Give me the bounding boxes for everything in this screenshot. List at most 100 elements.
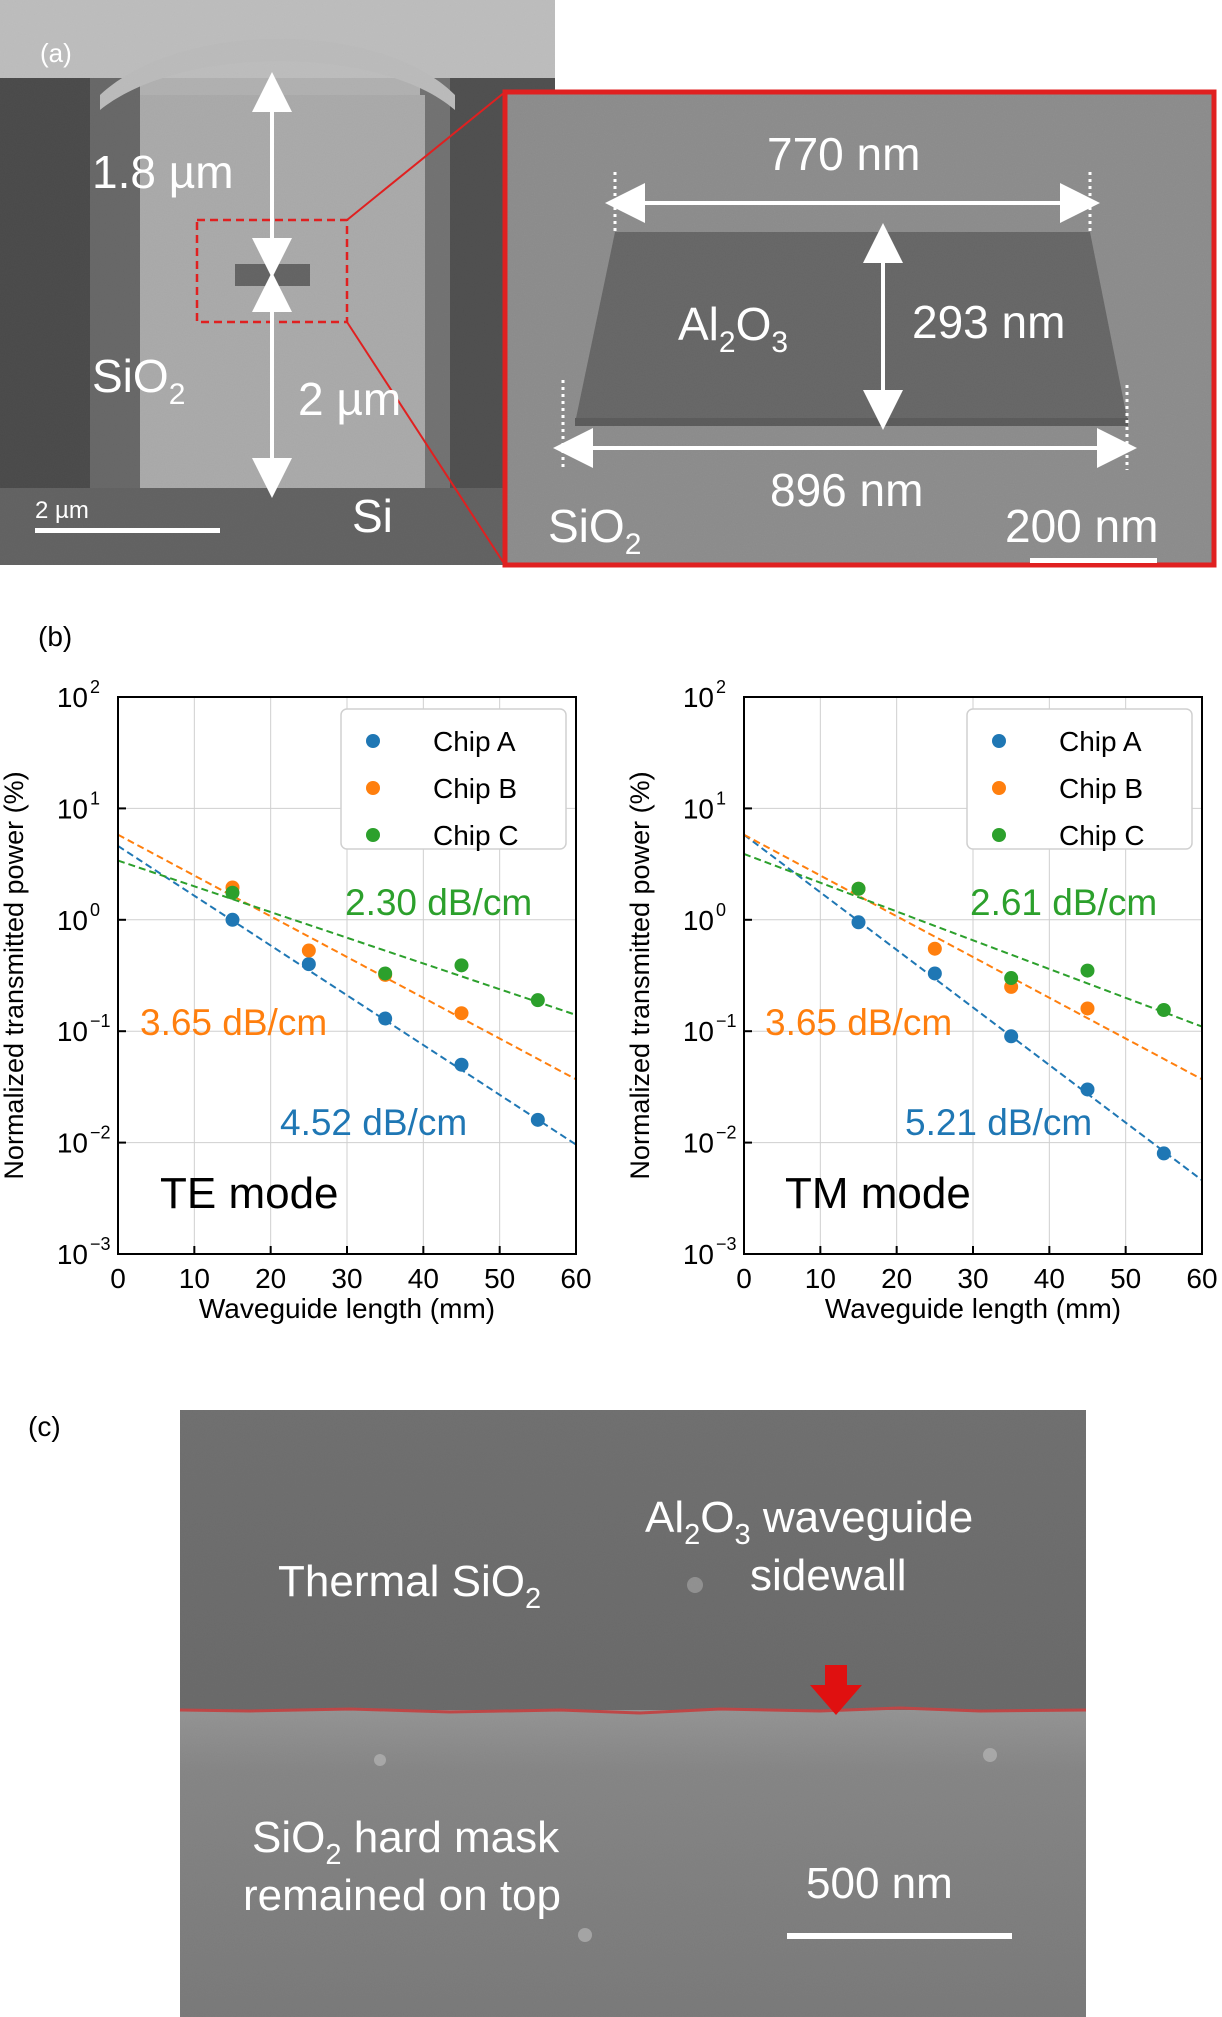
overview-sem-image <box>0 0 555 566</box>
zoom-connector-top <box>346 91 506 221</box>
scale-bar-c <box>787 1933 1012 1939</box>
fit-slope-label: 3.65 dB/cm <box>765 1002 952 1043</box>
scale-bar-zoom <box>1030 558 1157 563</box>
bottom-width-label: 896 nm <box>770 464 923 516</box>
hard-mask-label-1: SiO2 hard mask <box>252 1813 560 1871</box>
dim-top-label: 1.8 µm <box>92 146 234 198</box>
x-tick-label: 60 <box>560 1263 591 1294</box>
y-tick-exponent: −2 <box>90 1123 111 1143</box>
data-point-chip-b <box>927 941 942 956</box>
y-axis-label: Normalized transmitted power (%) <box>625 771 655 1179</box>
y-tick-exponent: −3 <box>716 1234 737 1254</box>
y-tick-label: 10 <box>57 682 88 713</box>
substrate-label: Si <box>352 490 393 542</box>
data-point-chip-a <box>378 1011 393 1026</box>
scale-label-c: 500 nm <box>806 1859 953 1908</box>
data-point-chip-a <box>1156 1146 1171 1161</box>
y-tick-exponent: −1 <box>90 1011 111 1031</box>
y-tick-label: 10 <box>57 793 88 824</box>
top-width-label: 770 nm <box>767 128 920 180</box>
cladding-label-overview: SiO2 <box>92 350 185 411</box>
legend-label: Chip B <box>433 773 517 804</box>
x-axis-label: Waveguide length (mm) <box>825 1293 1121 1324</box>
legend-label: Chip C <box>1059 820 1145 851</box>
x-tick-label: 50 <box>484 1263 515 1294</box>
x-tick-label: 0 <box>110 1263 126 1294</box>
y-tick-label: 10 <box>57 905 88 936</box>
legend-label: Chip A <box>1059 726 1142 757</box>
data-point-chip-a <box>225 912 240 927</box>
data-point-chip-c <box>378 966 393 981</box>
x-tick-label: 60 <box>1186 1263 1217 1294</box>
x-tick-label: 10 <box>179 1263 210 1294</box>
y-tick-label: 10 <box>683 1016 714 1047</box>
height-label: 293 nm <box>912 296 1065 348</box>
hard-mask-label-2: remained on top <box>243 1871 561 1920</box>
y-tick-exponent: −3 <box>90 1234 111 1254</box>
scale-bar-overview <box>35 528 220 533</box>
legend-label: Chip C <box>433 820 519 851</box>
data-point-chip-c <box>225 885 240 900</box>
cladding-label-zoom: SiO2 <box>548 500 641 561</box>
x-tick-label: 50 <box>1110 1263 1141 1294</box>
y-tick-label: 10 <box>683 1239 714 1270</box>
y-tick-label: 10 <box>683 793 714 824</box>
data-point-chip-b <box>1080 1001 1095 1016</box>
x-tick-label: 40 <box>408 1263 439 1294</box>
fit-line-chip-b <box>744 833 1202 1081</box>
fit-slope-label: 2.61 dB/cm <box>970 882 1157 923</box>
y-tick-label: 10 <box>57 1128 88 1159</box>
x-axis-label: Waveguide length (mm) <box>199 1293 495 1324</box>
data-point-chip-c <box>851 881 866 896</box>
fit-line-chip-c <box>118 859 576 1016</box>
fit-line-chip-a <box>118 845 576 1146</box>
y-tick-label: 10 <box>683 905 714 936</box>
panel-a: (a) 1.8 µm 2 µm SiO2 Si 2 µm 770 nm 896 … <box>0 0 1217 568</box>
y-tick-exponent: −1 <box>716 1011 737 1031</box>
legend-marker <box>366 828 380 842</box>
legend-marker <box>992 781 1006 795</box>
y-tick-label: 10 <box>57 1239 88 1270</box>
legend-label: Chip B <box>1059 773 1143 804</box>
scale-label-overview: 2 µm <box>35 497 89 524</box>
data-point-chip-c <box>1080 963 1095 978</box>
legend-label: Chip A <box>433 726 516 757</box>
data-point-chip-b <box>301 943 316 958</box>
y-axis-label: Normalized transmitted power (%) <box>0 771 29 1179</box>
x-tick-label: 10 <box>805 1263 836 1294</box>
data-point-chip-c <box>1156 1002 1171 1017</box>
data-point-chip-b <box>454 1006 469 1021</box>
legend-marker <box>366 734 380 748</box>
panel-a-label: (a) <box>40 38 72 68</box>
zoom-frame <box>502 89 1217 568</box>
data-point-chip-a <box>851 915 866 930</box>
sidewall-arrow-icon <box>810 1665 862 1715</box>
x-tick-label: 30 <box>957 1263 988 1294</box>
panel-b-label: (b) <box>38 621 72 652</box>
y-tick-exponent: 0 <box>716 900 726 920</box>
data-point-chip-a <box>454 1057 469 1072</box>
legend-marker <box>366 781 380 795</box>
y-tick-exponent: 0 <box>90 900 100 920</box>
data-point-chip-a <box>1004 1029 1019 1044</box>
fit-slope-label: 5.21 dB/cm <box>905 1102 1092 1143</box>
y-tick-exponent: 1 <box>716 788 726 808</box>
x-tick-label: 30 <box>331 1263 362 1294</box>
thermal-oxide-label: Thermal SiO2 <box>278 1557 541 1615</box>
data-point-chip-c <box>454 958 469 973</box>
x-tick-label: 40 <box>1034 1263 1065 1294</box>
y-tick-label: 10 <box>683 682 714 713</box>
dim-bottom-label: 2 µm <box>298 373 401 425</box>
waveguide-sidewall-label-1: Al2O3 waveguide <box>645 1493 973 1551</box>
y-tick-exponent: 2 <box>90 677 100 697</box>
data-point-chip-a <box>1080 1082 1095 1097</box>
fit-slope-label: 2.30 dB/cm <box>345 882 532 923</box>
legend-box <box>340 708 567 850</box>
waveguide-sidewall-label-2: sidewall <box>750 1551 907 1600</box>
legend-marker <box>992 828 1006 842</box>
data-point-chip-c <box>530 993 545 1008</box>
zoom-sem-image <box>502 89 1217 568</box>
chart-title: TE mode <box>160 1169 339 1218</box>
sidewall-sem-image <box>179 1410 1087 2017</box>
